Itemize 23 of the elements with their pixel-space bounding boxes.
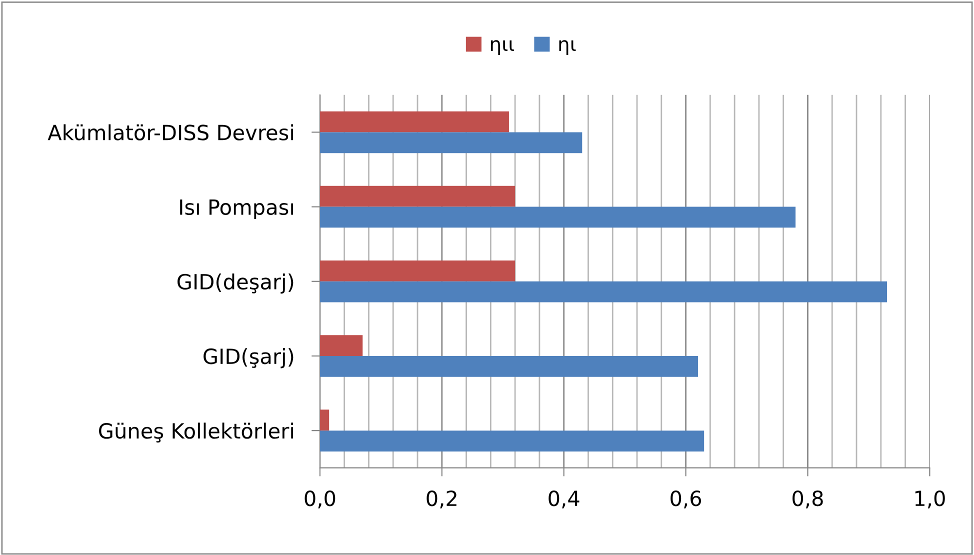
y-tick-label: Akümlatör-DISS Devresi	[48, 124, 294, 140]
bar	[320, 281, 887, 302]
y-tick-label: GID(şarj)	[204, 348, 294, 368]
bar	[320, 132, 582, 154]
x-tick-label: 1,0	[915, 490, 945, 508]
bar	[320, 410, 330, 431]
y-tick-label: Isı Pompası	[180, 200, 294, 220]
x-tick-label: 0,0	[304, 490, 336, 508]
bar	[320, 356, 698, 377]
bar	[320, 335, 363, 356]
y-tick-label: GID(deşarj)	[178, 273, 294, 294]
legend-label: ηιι	[491, 40, 514, 56]
x-tick-label: 0,6	[670, 490, 702, 508]
bar	[320, 186, 516, 207]
y-tick-label: Güneş Kollektörleri	[99, 422, 294, 442]
legend-label: ηι	[559, 40, 576, 56]
bar	[320, 206, 796, 228]
bar	[320, 111, 509, 132]
x-tick-label: 0,2	[426, 490, 456, 508]
bar	[320, 430, 704, 452]
bar	[320, 260, 516, 282]
x-tick-label: 0,4	[548, 490, 580, 508]
x-tick-label: 0,8	[792, 490, 823, 508]
